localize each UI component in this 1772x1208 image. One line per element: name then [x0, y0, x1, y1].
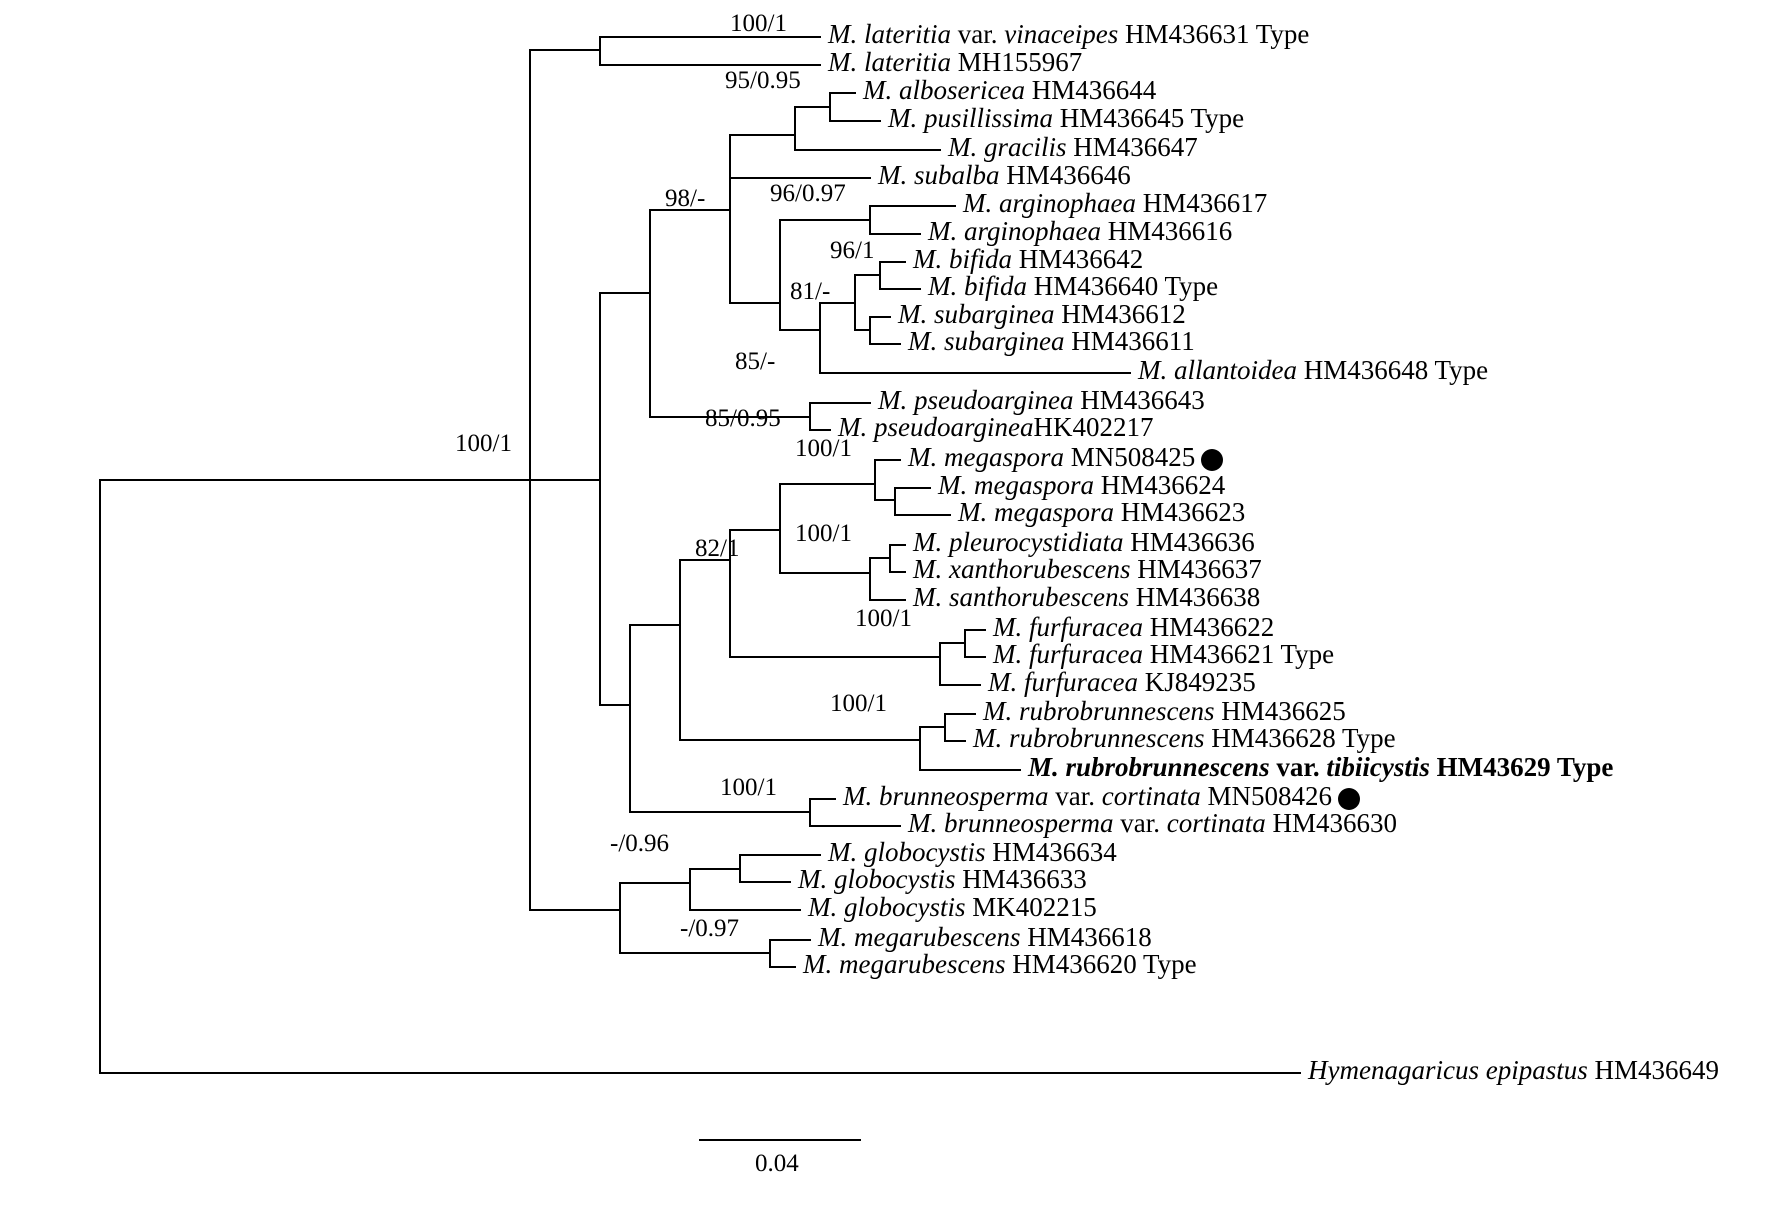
- support-value: 85/0.95: [705, 405, 781, 433]
- support-value: 100/1: [795, 520, 852, 548]
- highlight-marker-icon: [1338, 788, 1360, 810]
- support-value: 96/0.97: [770, 180, 846, 208]
- support-value: 98/-: [665, 185, 705, 213]
- taxon-label: M. brunneosperma var. cortinata HM436630: [908, 808, 1397, 839]
- taxon-label: M. gracilis HM436647: [948, 132, 1198, 163]
- support-value: 100/1: [795, 435, 852, 463]
- taxon-label: M. rubrobrunnescens HM436628 Type: [973, 723, 1396, 754]
- taxon-label: M. subarginea HM436611: [908, 326, 1195, 357]
- taxon-label: M. santhorubescens HM436638: [913, 582, 1260, 613]
- taxon-label: M. allantoidea HM436648 Type: [1138, 355, 1488, 386]
- taxon-label: M. megaspora MN508425: [908, 442, 1195, 473]
- taxon-label: M. pusillissima HM436645 Type: [888, 103, 1244, 134]
- taxon-label: M. rubrobrunnescens var. tibiicystis HM4…: [1028, 752, 1613, 783]
- support-value: 100/1: [720, 774, 777, 802]
- taxon-label: M. pseudoargineaHK402217: [838, 412, 1153, 443]
- taxon-label: M. lateritia var. vinaceipes HM436631 Ty…: [828, 19, 1309, 50]
- taxon-label: M. globocystis HM436633: [798, 864, 1087, 895]
- taxon-label: M. subalba HM436646: [878, 160, 1131, 191]
- scale-bar-label: 0.04: [755, 1150, 799, 1178]
- support-value: 95/0.95: [725, 67, 801, 95]
- support-value: 100/1: [855, 605, 912, 633]
- taxon-label: M. xanthorubescens HM436637: [913, 554, 1262, 585]
- taxon-label: Hymenagaricus epipastus HM436649: [1308, 1055, 1719, 1086]
- taxon-label: M. megaspora HM436623: [958, 497, 1245, 528]
- support-value: 85/-: [735, 348, 775, 376]
- taxon-label: M. furfuracea KJ849235: [988, 667, 1256, 698]
- support-value: 96/1: [830, 237, 874, 265]
- taxon-label: M. albosericea HM436644: [863, 75, 1156, 106]
- support-value: 100/1: [730, 10, 787, 38]
- phylogenetic-tree-figure: M. lateritia var. vinaceipes HM436631 Ty…: [0, 0, 1772, 1208]
- support-value: 81/-: [790, 278, 830, 306]
- support-value: 82/1: [695, 535, 739, 563]
- taxon-label: M. furfuracea HM436621 Type: [993, 639, 1334, 670]
- taxon-label: M. arginophaea HM436616: [928, 216, 1232, 247]
- support-value: 100/1: [830, 690, 887, 718]
- support-value: -/0.97: [680, 915, 739, 943]
- taxon-label: M. arginophaea HM436617: [963, 188, 1267, 219]
- support-value: -/0.96: [610, 830, 669, 858]
- taxon-label: M. globocystis MK402215: [808, 892, 1097, 923]
- support-value: 100/1: [455, 430, 512, 458]
- taxon-label: M. bifida HM436640 Type: [928, 271, 1218, 302]
- taxon-label: M. megarubescens HM436620 Type: [803, 949, 1197, 980]
- taxon-label: M. lateritia MH155967: [828, 47, 1082, 78]
